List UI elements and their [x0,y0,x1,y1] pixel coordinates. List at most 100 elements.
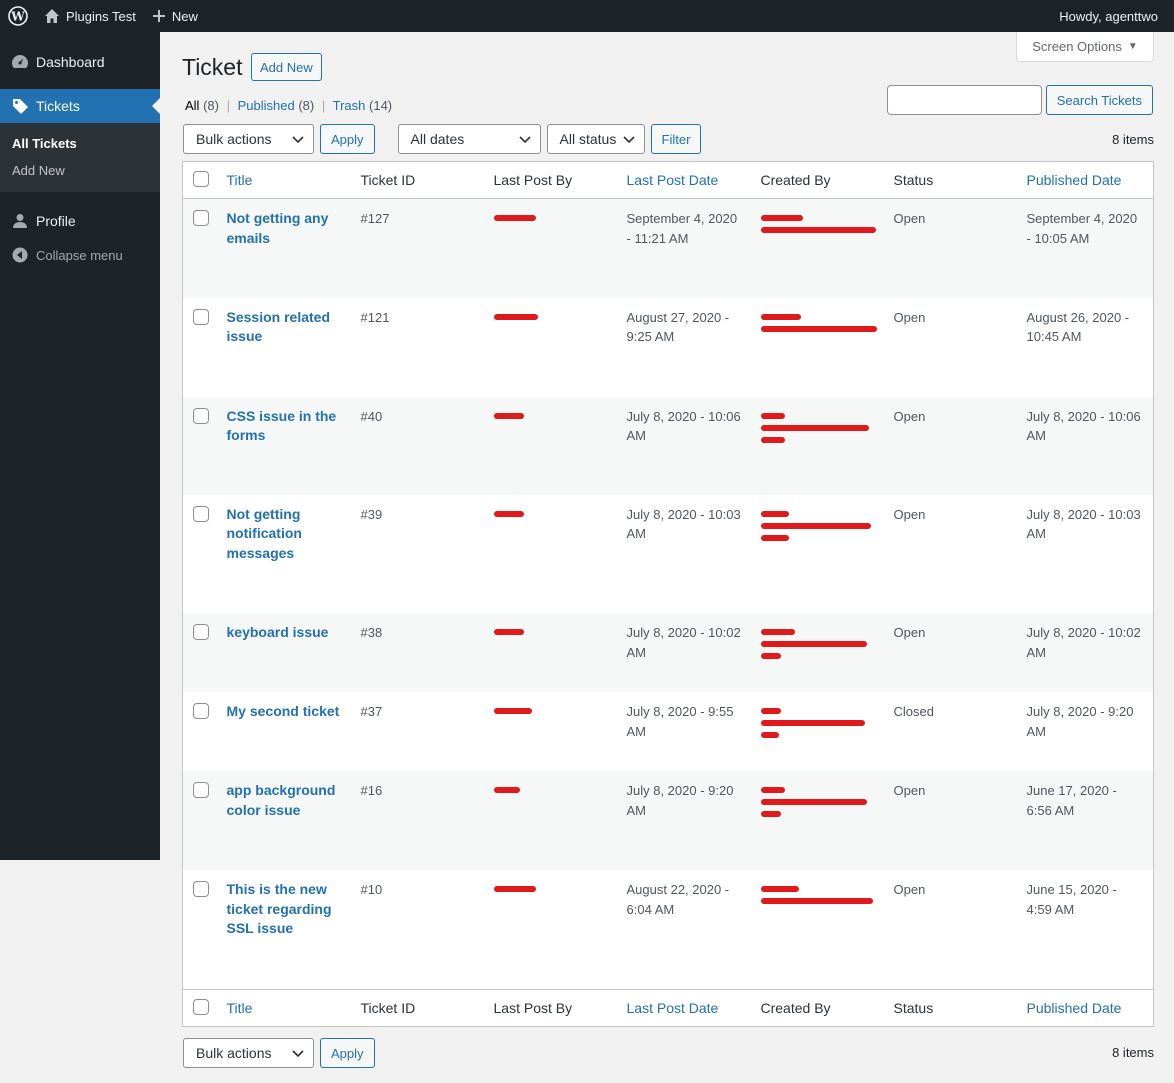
last-post-date-cell: July 8, 2020 - 10:06 AM [619,397,753,495]
bulk-actions-value: Bulk actions [196,131,272,147]
redaction-mark [760,412,785,419]
collapse-menu-button[interactable]: Collapse menu [0,238,160,272]
status-filter-select[interactable]: All status [546,124,645,154]
apply-button[interactable]: Apply [320,124,375,154]
site-name-link[interactable]: Plugins Test [36,0,144,32]
column-published-date-header[interactable]: Published Date [1018,161,1154,199]
row-checkbox[interactable] [193,782,209,799]
last-post-by-cell [486,495,619,613]
ticket-title-link[interactable]: issue [226,328,263,345]
published-date-line: 10:45 AM [1026,329,1082,345]
select-all-checkbox[interactable] [193,171,209,187]
ticket-title-link[interactable]: My second ticket [226,703,340,720]
last-post-date-cell: July 8, 2020 - 9:20 AM [619,771,753,870]
row-checkbox[interactable] [193,407,209,424]
last-post-date-line: - 11:21 AM [626,230,689,246]
redaction-mark [760,799,867,806]
apply-button-bottom[interactable]: Apply [320,1038,375,1068]
sidebar-item-profile[interactable]: Profile [0,204,160,238]
ticket-title-link[interactable]: keyboard issue [226,624,329,640]
redaction-mark [760,510,789,517]
view-all-link[interactable]: All (8) [185,98,219,113]
last-post-date-line: AM [626,644,647,660]
row-checkbox[interactable] [193,881,209,898]
view-published-link[interactable]: Published (8) [238,98,315,113]
ticket-title-link[interactable]: app background [226,782,336,799]
column-created-by-footer: Created By [752,989,886,1027]
ticket-title-cell: Not getting any emails [219,199,353,298]
submenu-add-new[interactable]: Add New [12,163,65,178]
status-cell: Open [893,783,926,799]
last-post-date-line: July 8, 2020 - 9:20 [626,783,734,799]
created-by-cell [753,771,886,870]
tickets-submenu: All Tickets Add New [0,123,160,192]
items-count-bottom: 8 items [1112,1045,1154,1060]
created-by-cell [753,298,886,397]
dates-filter-select[interactable]: All dates [397,124,541,154]
column-last-post-by-footer: Last Post By [485,989,619,1027]
column-title-footer[interactable]: Title [218,989,353,1027]
column-last-post-date-footer[interactable]: Last Post Date [618,989,753,1027]
published-date-line: July 8, 2020 - 10:02 [1026,625,1141,640]
created-by-cell [753,495,886,613]
row-checkbox[interactable] [193,210,209,226]
ticket-title-link[interactable]: emails [226,229,271,246]
filter-button[interactable]: Filter [650,124,702,154]
redaction-mark [760,215,803,221]
ticket-title-link[interactable]: Not getting any [226,210,329,226]
user-icon [10,211,30,231]
wordpress-logo-icon[interactable]: W [0,0,36,32]
view-trash-link[interactable]: Trash (14) [333,98,393,113]
ticket-title-link[interactable]: SSL issue [226,920,294,937]
ticket-title-link[interactable]: Session related [226,308,331,325]
redaction-mark [760,886,799,893]
redaction-mark [493,313,538,320]
sidebar-item-label: Tickets [36,98,80,114]
ticket-title-link[interactable]: messages [226,544,295,561]
redaction-mark [760,732,779,739]
created-by-cell [753,397,886,495]
sidebar-item-dashboard[interactable]: Dashboard [0,45,160,79]
screen-options-button[interactable]: Screen Options ▼ [1016,32,1154,62]
ticket-title-link[interactable]: color issue [226,801,301,818]
bulk-actions-select-bottom[interactable]: Bulk actions [183,1038,314,1068]
add-new-button[interactable]: Add New [251,53,322,81]
status-cell: Open [893,882,926,898]
row-checkbox-cell [183,397,219,495]
published-date-line: - 10:05 AM [1026,230,1090,246]
row-checkbox[interactable] [193,624,209,640]
ticket-title-link[interactable]: forms [226,427,266,444]
published-date-cell: July 8, 2020 - 10:03 AM [1019,495,1154,613]
column-created-by-header: Created By [752,161,886,199]
sidebar-item-tickets[interactable]: Tickets [0,89,160,123]
published-date-cell: June 17, 2020 - 6:56 AM [1019,771,1154,870]
my-account-link[interactable]: Howdy, agenttwo [1051,0,1174,32]
published-date-line: July 8, 2020 - 9:20 [1026,704,1134,720]
ticket-id-cell: #40 [360,408,383,424]
ticket-title-link[interactable]: This is the new [226,881,327,898]
chevron-down-icon [622,132,636,146]
column-last-post-date-header[interactable]: Last Post Date [618,161,753,199]
new-content-link[interactable]: New [144,0,206,32]
redaction-mark [760,641,867,647]
last-post-date-line: AM [626,526,647,542]
redaction-mark [760,787,785,794]
row-checkbox[interactable] [193,703,209,720]
select-all-checkbox[interactable] [193,999,209,1015]
ticket-title-link[interactable]: ticket regarding [226,900,332,917]
redaction-mark [493,510,524,517]
ticket-title-cell: My second ticket [219,692,353,771]
submenu-all-tickets[interactable]: All Tickets [12,136,77,151]
search-tickets-button[interactable]: Search Tickets [1045,85,1153,115]
ticket-title-link[interactable]: notification [226,525,302,542]
table-footer-row: Title Ticket ID Last Post By Last Post D… [182,989,1154,1027]
bulk-actions-select[interactable]: Bulk actions [183,124,314,154]
ticket-title-link[interactable]: CSS issue in the [226,407,337,424]
column-published-date-footer[interactable]: Published Date [1018,989,1154,1027]
last-post-date-cell: July 8, 2020 - 10:03 AM [619,495,753,613]
search-input[interactable] [886,85,1042,115]
column-title-header[interactable]: Title [218,161,353,199]
row-checkbox[interactable] [193,505,209,522]
ticket-title-link[interactable]: Not getting [226,505,301,522]
row-checkbox[interactable] [193,308,209,325]
